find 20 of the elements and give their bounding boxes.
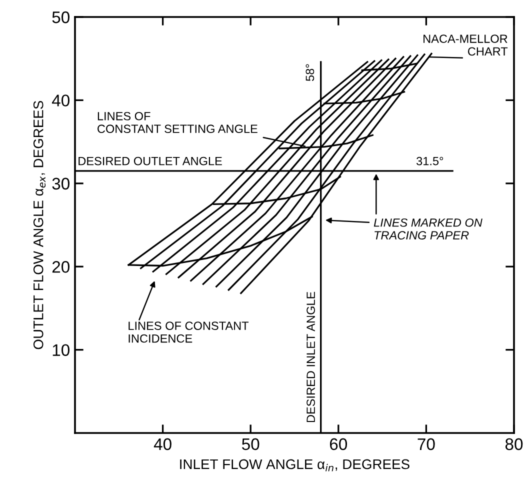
annotation: NACA-MELLOR CHART [424, 34, 508, 56]
ref-line-label: DESIRED INLET ANGLE [306, 292, 315, 422]
y-tick-label: 30 [52, 178, 70, 190]
x-tick-label: 50 [242, 438, 260, 450]
annotation: LINES MARKED ON TRACING PAPER [374, 218, 482, 240]
ref-line-label: DESIRED OUTLET ANGLE [78, 156, 222, 166]
y-tick-label: 10 [52, 344, 70, 356]
annotation: LINES OF CONSTANT SETTING ANGLE [98, 112, 258, 134]
y-tick-label: 40 [52, 94, 70, 106]
y-axis-title: OUTLET FLOW ANGLE α$_{ex}$, DEGREES [33, 100, 46, 350]
annotation: 31.5° [416, 156, 444, 166]
x-axis-title: INLET FLOW ANGLE α$_{in}$, DEGREES [180, 459, 410, 472]
annotation: 58° [306, 64, 314, 81]
x-tick-label: 40 [154, 438, 172, 450]
x-tick-label: 60 [330, 438, 348, 450]
annotation: LINES OF CONSTANT INCIDENCE [128, 322, 249, 343]
y-tick-label: 50 [52, 11, 70, 24]
x-tick-label: 80 [505, 438, 523, 450]
y-tick-label: 20 [52, 261, 70, 273]
x-tick-label: 70 [418, 438, 435, 450]
